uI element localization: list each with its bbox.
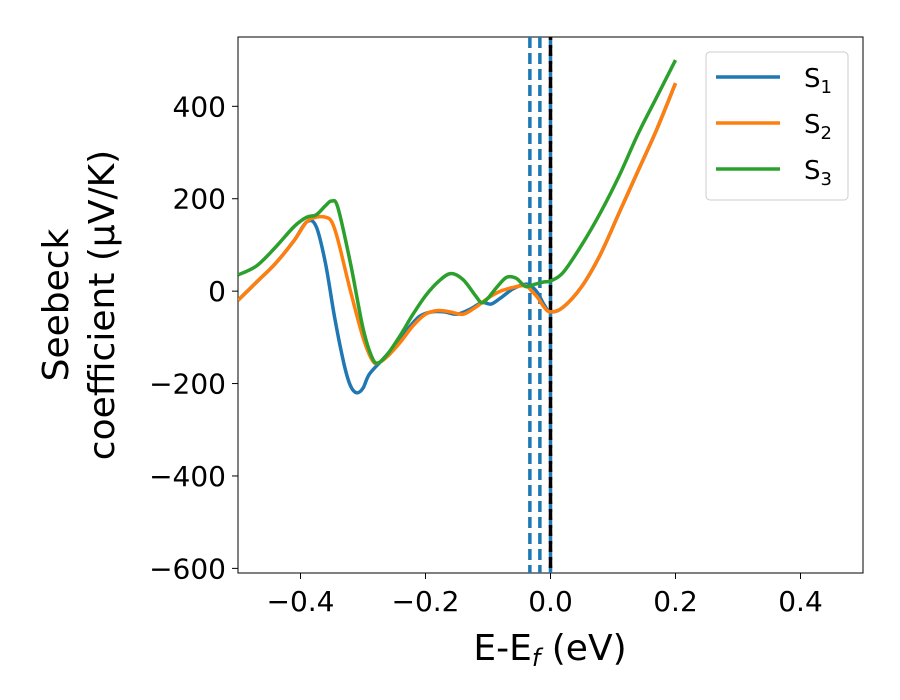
series-lines [238,59,678,395]
vertical-lines [528,37,553,573]
y-tick-label: −600 [149,552,226,585]
y-tick-label: 200 [173,183,226,216]
y-tick-label: −400 [149,460,226,493]
x-axis-label-main: E-E [473,628,531,669]
y-tick-label: −200 [149,368,226,401]
x-axis-label: E-Ef (eV) [473,628,626,672]
x-ticks: −0.4 −0.2 0.0 0.2 0.4 [267,573,823,618]
x-axis-label-tail: (eV) [540,628,626,669]
series-line-s2 [238,82,678,366]
legend: S1 S2 S3 [705,51,849,201]
x-tick-label: −0.4 [267,585,335,618]
x-tick-label: 0.4 [778,585,823,618]
y-ticks: −600 −400 −200 0 200 400 [149,90,238,585]
y-axis-label: Seebeck coefficient (μV/K) [36,150,123,460]
legend-label-s3: S3 [804,156,832,190]
x-tick-label: −0.2 [392,585,460,618]
y-tick-label: 400 [173,90,226,123]
y-axis-label-line2: coefficient (μV/K) [82,150,123,460]
x-tick-label: 0.2 [653,585,698,618]
y-axis-label-line1: Seebeck [36,228,77,381]
x-tick-label: 0.0 [528,585,573,618]
legend-label-s1: S1 [804,64,832,98]
legend-box [705,51,849,201]
series-line-s3 [238,59,678,365]
y-tick-label: 0 [208,275,226,308]
legend-label-s2: S2 [804,110,832,144]
legend-entries: S1 S2 S3 [716,64,832,190]
